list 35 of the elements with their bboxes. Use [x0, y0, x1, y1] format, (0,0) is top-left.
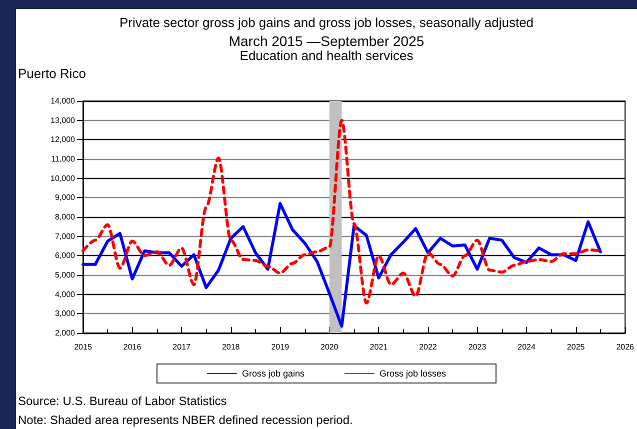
y-tick-label: 8,000: [54, 212, 76, 222]
x-tick-label: 2017: [172, 342, 192, 352]
x-tick-label: 2026: [616, 342, 635, 352]
x-tick-label: 2020: [320, 342, 339, 352]
y-tick-label: 5,000: [54, 270, 76, 280]
line-series: [82, 118, 602, 305]
x-tick-label: 2016: [123, 342, 142, 352]
chart-title: Private sector gross job gains and gross job losses, seasonally adjusted: [119, 15, 534, 30]
y-tick-label: 10,000: [50, 174, 76, 183]
y-tick-label: 3,000: [54, 309, 76, 318]
y-tick-label: 14,000: [50, 96, 76, 106]
text: Puerto Rico: [18, 66, 86, 81]
x-tick-label: 2015: [74, 342, 92, 352]
x-tick-label: 2022: [419, 342, 438, 352]
y-tick-label: 2,000: [54, 328, 76, 338]
legend-label: Gross job gains: [242, 368, 306, 378]
y-tick-label: 11,000: [51, 154, 76, 164]
y-tick-label: 6,000: [54, 251, 76, 260]
line-series: [82, 202, 602, 328]
y-tick-label: 12,000: [50, 135, 76, 144]
x-tick-label: 2025: [566, 342, 586, 352]
legend-label: Gross job losses: [380, 368, 447, 378]
y-tick-label: 4,000: [54, 290, 76, 299]
x-tick-label: 2024: [518, 342, 536, 352]
y-tick-label: 13,000: [50, 116, 76, 125]
y-tick-label: 7,000: [54, 232, 76, 241]
x-tick-label: 2018: [222, 342, 240, 352]
x-tick-label: 2023: [468, 342, 487, 352]
text: Education and health services: [240, 48, 414, 63]
chart-subtitle: March 2015 —September 2025: [228, 33, 424, 49]
x-tick-label: 2019: [271, 342, 290, 352]
x-tick-label: 2021: [370, 342, 388, 352]
y-tick-label: 9,000: [54, 193, 76, 202]
source-note: Source: U.S. Bureau of Labor Statistics: [18, 394, 227, 408]
text: Note: Shaded area represents NBER defined recession period.: [18, 413, 353, 427]
